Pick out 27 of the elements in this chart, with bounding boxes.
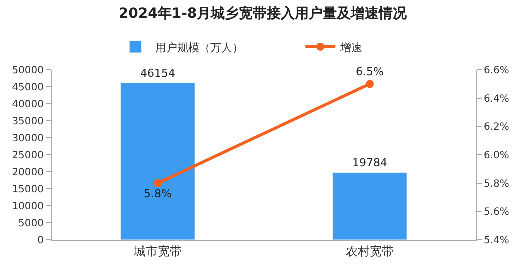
data-label: 5.8% bbox=[144, 188, 172, 201]
y-tick-label: 5000 bbox=[18, 218, 44, 230]
data-label: 19784 bbox=[352, 156, 388, 170]
x-tick-label: 农村宽带 bbox=[346, 244, 394, 258]
y2-tick-label: 6.4% bbox=[484, 94, 510, 105]
chart-title: 2024年1-8月城乡宽带接入用户量及增速情况 bbox=[118, 5, 408, 22]
data-label: 46154 bbox=[140, 67, 176, 80]
y-tick-label: 0 bbox=[38, 236, 44, 246]
data-label: 6.5% bbox=[356, 65, 384, 78]
y-tick-label: 20000 bbox=[12, 168, 44, 178]
y-tick-label: 50000 bbox=[12, 66, 44, 76]
y-tick-label: 35000 bbox=[12, 116, 44, 128]
y-tick-label: 10000 bbox=[12, 202, 44, 212]
legend-label: 增速 bbox=[340, 41, 363, 54]
y-tick-label: 30000 bbox=[12, 134, 44, 144]
y-tick-label: 25000 bbox=[12, 150, 44, 162]
y2-tick-label: 6.0% bbox=[484, 150, 510, 162]
y2-tick-label: 5.8% bbox=[484, 178, 510, 190]
x-tick-label: 城市宽带 bbox=[133, 244, 182, 258]
y-tick-label: 15000 bbox=[12, 184, 44, 196]
y2-tick-label: 6.2% bbox=[484, 122, 510, 134]
y2-tick-label: 6.6% bbox=[484, 66, 510, 76]
y-tick-label: 40000 bbox=[12, 100, 44, 110]
legend-label: 用户规模（万人） bbox=[156, 41, 244, 54]
y2-tick-label: 5.4% bbox=[484, 236, 510, 246]
y-tick-label: 45000 bbox=[12, 82, 44, 94]
y2-tick-label: 5.6% bbox=[484, 207, 510, 218]
